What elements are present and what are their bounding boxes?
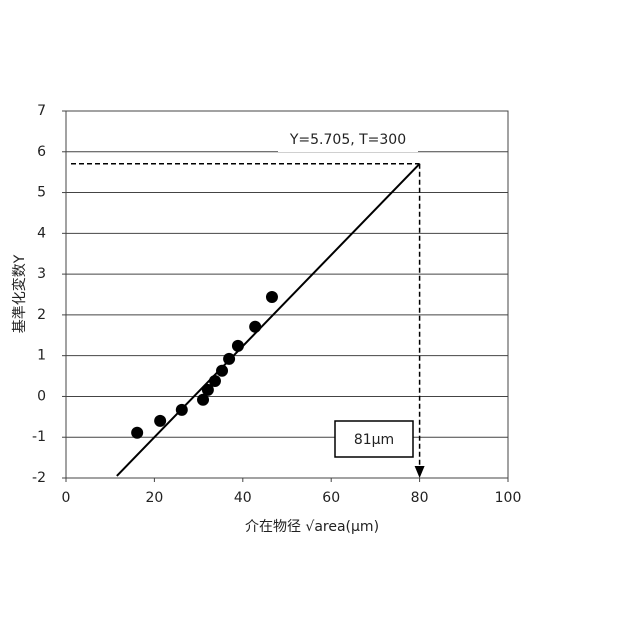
annotation: Y=5.705, T=300: [289, 132, 406, 148]
data-point: [232, 340, 244, 352]
data-point: [131, 427, 143, 439]
data-point: [249, 321, 261, 333]
y-tick-label: 1: [37, 348, 46, 364]
x-tick-label: 0: [62, 490, 71, 506]
y-axis-label: 基準化変数Y: [11, 254, 28, 333]
y-tick-label: -2: [32, 470, 46, 486]
background: [0, 0, 640, 640]
data-point: [209, 375, 221, 387]
data-point: [266, 291, 278, 303]
y-tick-label: 6: [37, 144, 46, 160]
y-tick-label: 3: [37, 266, 46, 282]
y-tick-label: 4: [37, 225, 46, 241]
data-point: [154, 415, 166, 427]
x-tick-label: 20: [145, 490, 163, 506]
data-point: [216, 365, 228, 377]
y-tick-label: 2: [37, 307, 46, 323]
page: {"chart_data": {"type": "scatter", "x_la…: [0, 0, 640, 640]
x-tick-label: 40: [234, 490, 252, 506]
annotation: 81μm: [354, 432, 394, 448]
y-tick-label: -1: [32, 429, 46, 445]
data-point: [176, 404, 188, 416]
y-tick-label: 7: [37, 103, 46, 119]
x-tick-label: 100: [495, 490, 522, 506]
x-tick-label: 80: [411, 490, 429, 506]
data-point: [223, 353, 235, 365]
x-axis-label: 介在物径 √area(μm): [245, 519, 379, 535]
y-tick-label: 0: [37, 388, 46, 404]
chart: 介在物径 √area(μm) 基準化変数Y -2 -1 0 1 2 3 4 5 6 7 0 20 40 6…: [0, 0, 640, 640]
y-tick-label: 5: [37, 185, 46, 201]
x-tick-label: 60: [322, 490, 340, 506]
